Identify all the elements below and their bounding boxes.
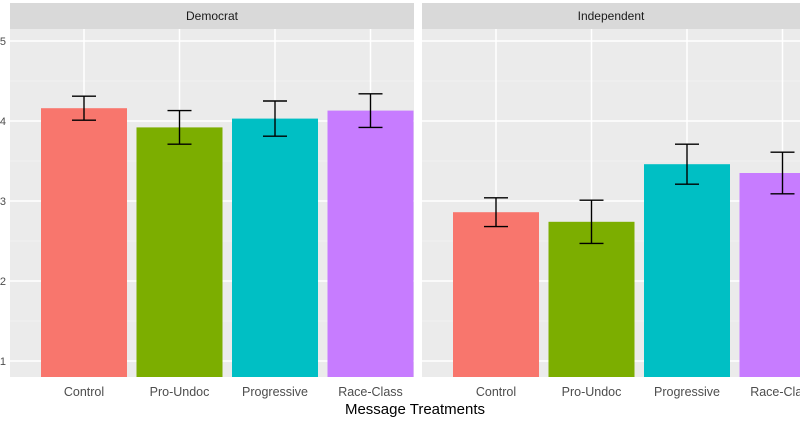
x-tick-label: Pro-Undoc (562, 385, 622, 399)
x-tick-label: Control (64, 385, 104, 399)
y-tick-label: 1 (0, 356, 6, 368)
bar (137, 127, 223, 377)
x-tick-label: Race-Class (750, 385, 800, 399)
panel-independent: Independent Control Pro-Undoc Progressiv… (422, 3, 800, 399)
strip-label: Independent (578, 9, 645, 23)
bar (740, 173, 800, 377)
panel-democrat: Democrat Control Pro-Undoc Progressive R… (10, 3, 414, 399)
bar (232, 119, 318, 377)
bar (41, 108, 127, 377)
bar (549, 222, 635, 377)
x-tick-label: Control (476, 385, 516, 399)
x-tick-label: Pro-Undoc (150, 385, 210, 399)
y-tick-label: 5 (0, 36, 6, 48)
x-tick-label: Progressive (654, 385, 720, 399)
y-axis: 1 2 3 4 5 (0, 36, 6, 368)
x-tick-label: Race-Class (338, 385, 403, 399)
strip-label: Democrat (186, 9, 239, 23)
y-tick-label: 4 (0, 116, 6, 128)
y-tick-label: 3 (0, 196, 6, 208)
x-tick-label: Progressive (242, 385, 308, 399)
x-axis-title: Message Treatments (345, 401, 485, 418)
bar (453, 212, 539, 377)
y-tick-label: 2 (0, 276, 6, 288)
bar (644, 164, 730, 377)
bar (328, 111, 414, 377)
